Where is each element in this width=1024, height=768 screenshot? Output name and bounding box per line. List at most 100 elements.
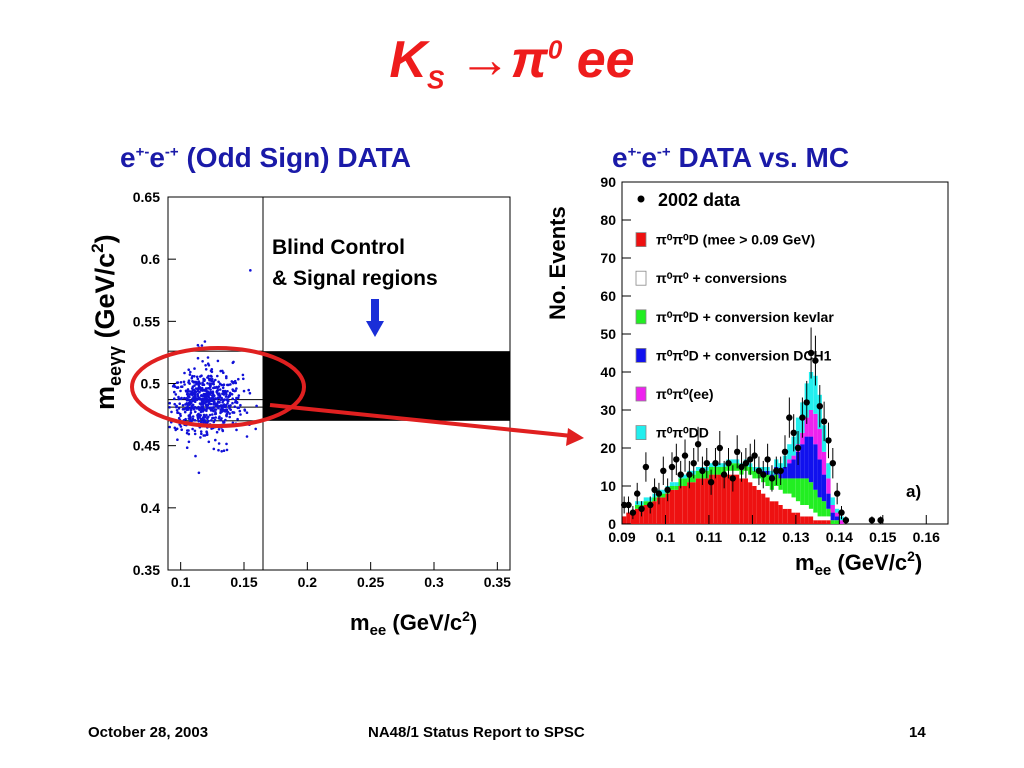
histogram-bar [656,497,662,524]
histogram-bar [643,497,648,502]
histogram-bar [695,470,701,479]
x-tick-label: 0.13 [782,529,809,545]
scatter-point [194,410,197,414]
data-point [629,509,637,516]
x-tick-label: 0.12 [739,529,766,545]
data-point [660,467,667,474]
histogram-bar [743,478,748,524]
x-axis-label: mee (GeV/c2) [350,608,477,639]
scatter-point [239,403,242,407]
histogram-bar [826,516,831,521]
x-tick-label: 0.3 [424,574,444,590]
scatter-point [242,389,246,393]
scatter-point [191,391,194,395]
scatter-point [179,381,183,384]
histogram-bar [669,486,675,490]
scatter-point [184,406,188,410]
title-k: K [389,31,427,89]
scatter-point [179,414,182,418]
scatter-point [205,387,208,391]
right-title-part: e [641,142,657,173]
scatter-point [207,374,210,378]
scatter-point [194,390,197,394]
histogram-bar [669,482,675,486]
scatter-point [226,398,229,402]
histogram-bar [787,444,792,460]
data-point [716,444,723,452]
scatter-point [188,390,192,393]
scatter-point [197,412,200,416]
histogram-bar [735,474,740,524]
scatter-point [213,418,217,422]
scatter-point [216,386,219,390]
scatter-point [209,388,212,391]
scatter-point [188,373,192,376]
scatter-point [236,406,240,410]
histogram-bar [674,482,679,486]
scatter-point [202,420,205,424]
scatter-point [211,396,214,399]
histogram-bar [769,489,775,502]
scatter-point [196,377,200,381]
histogram-bar [835,520,840,524]
histogram-bar [791,459,796,479]
scatter-point [220,450,223,453]
scatter-point [204,408,208,412]
x-tick-label: 0.09 [608,529,635,545]
histogram-bar [752,486,757,524]
x-tick-label: 0.2 [298,574,318,590]
scatter-point [202,383,206,387]
scatter-point [247,388,250,392]
scatter-point [198,397,201,401]
scatter-point [196,416,200,419]
y-axis-label: meeγγ (GeV/c2) [88,234,125,410]
histogram-bar [787,478,792,494]
scatter-point [212,420,216,424]
scatter-point [225,442,228,446]
histogram-bar [708,463,714,467]
data-point [707,479,715,486]
scatter-point [221,386,225,390]
histogram-bar [830,497,835,505]
x-tick-label: 0.15 [869,529,896,545]
scatter-point [221,429,225,433]
histogram-bar [669,489,675,524]
scatter-point [235,396,238,400]
scatter-point [228,394,231,398]
scatter-point [214,416,217,419]
histogram-bar [804,516,809,524]
y-tick-label: 50 [600,326,616,342]
footer-date: October 28, 2003 [88,724,209,741]
scatter-point [178,402,181,406]
histogram-bar [804,505,809,517]
scatter-point [193,394,197,397]
scatter-point [193,400,197,404]
scatter-point [226,390,229,393]
y-tick-label: 0.55 [133,313,160,329]
histogram-bar [826,493,831,509]
scatter-point [213,386,217,390]
annotation-line-2: & Signal regions [272,267,438,290]
scatter-point [204,368,208,371]
arrow-head [366,321,384,337]
scatter-point [191,374,194,378]
data-point [699,467,706,474]
legend-color-box [635,425,647,441]
scatter-point [228,415,231,419]
histogram-bar [813,444,818,490]
scatter-point [189,370,192,374]
data-point [686,471,693,478]
scatter-point [197,380,201,383]
histogram-bar [808,372,814,410]
data-point [668,463,676,471]
footer-report: NA48/1 Status Report to SPSC [368,724,585,741]
scatter-point [208,402,212,406]
data-point [694,441,702,448]
scatter-point [222,398,226,402]
scatter-point [224,418,227,422]
legend-dot-marker [637,195,645,203]
histogram-bar [800,444,805,479]
scatter-point [231,397,234,401]
histogram-bar [765,486,770,498]
histogram-bar [717,463,722,467]
